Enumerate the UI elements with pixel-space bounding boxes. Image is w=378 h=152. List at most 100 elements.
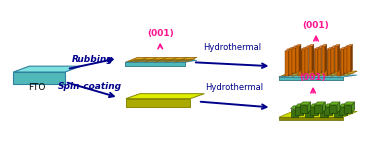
Polygon shape xyxy=(318,46,323,48)
Polygon shape xyxy=(327,49,329,76)
Polygon shape xyxy=(291,109,299,117)
Polygon shape xyxy=(310,107,318,115)
Bar xyxy=(328,49,331,75)
Polygon shape xyxy=(342,106,345,117)
Polygon shape xyxy=(329,102,340,105)
Polygon shape xyxy=(337,49,342,51)
Polygon shape xyxy=(314,105,322,113)
Text: Rubbing: Rubbing xyxy=(71,55,113,64)
Polygon shape xyxy=(310,104,321,107)
Polygon shape xyxy=(352,102,355,113)
Bar xyxy=(315,49,318,75)
Polygon shape xyxy=(351,44,353,72)
Polygon shape xyxy=(347,44,353,46)
Polygon shape xyxy=(279,75,357,77)
Bar xyxy=(331,48,334,73)
Polygon shape xyxy=(329,105,337,113)
Polygon shape xyxy=(344,105,352,113)
Polygon shape xyxy=(321,46,323,73)
Bar xyxy=(305,48,308,73)
Polygon shape xyxy=(295,107,303,115)
Bar xyxy=(347,46,351,72)
Polygon shape xyxy=(328,106,331,117)
Polygon shape xyxy=(314,49,316,76)
Polygon shape xyxy=(126,94,204,99)
Polygon shape xyxy=(339,107,347,115)
Polygon shape xyxy=(344,46,349,48)
Text: Hydrothermal: Hydrothermal xyxy=(203,43,261,52)
Polygon shape xyxy=(335,44,340,46)
Polygon shape xyxy=(300,105,308,113)
Polygon shape xyxy=(347,46,349,73)
Polygon shape xyxy=(335,109,342,117)
Polygon shape xyxy=(324,104,335,107)
Polygon shape xyxy=(305,106,316,109)
Bar xyxy=(311,51,314,76)
Polygon shape xyxy=(314,102,325,105)
Polygon shape xyxy=(318,47,320,75)
Polygon shape xyxy=(324,107,332,115)
Polygon shape xyxy=(308,102,311,113)
Polygon shape xyxy=(325,44,327,72)
Polygon shape xyxy=(296,44,301,46)
Bar xyxy=(285,51,289,76)
Polygon shape xyxy=(126,99,191,107)
Polygon shape xyxy=(125,62,185,66)
Text: (001): (001) xyxy=(147,29,174,38)
Bar xyxy=(324,51,327,76)
Polygon shape xyxy=(305,46,310,48)
Polygon shape xyxy=(279,111,357,117)
Polygon shape xyxy=(331,46,336,48)
Polygon shape xyxy=(302,47,307,49)
Polygon shape xyxy=(295,104,306,107)
Polygon shape xyxy=(13,72,65,84)
Polygon shape xyxy=(303,104,306,115)
Bar xyxy=(341,49,344,75)
Polygon shape xyxy=(299,106,301,117)
Text: Spin-coating: Spin-coating xyxy=(58,82,122,91)
Bar xyxy=(337,51,340,76)
Polygon shape xyxy=(337,102,340,113)
Polygon shape xyxy=(305,47,307,75)
Polygon shape xyxy=(298,49,304,51)
Polygon shape xyxy=(13,66,81,72)
Polygon shape xyxy=(344,102,355,105)
Polygon shape xyxy=(312,44,314,72)
Polygon shape xyxy=(291,106,301,109)
Bar xyxy=(309,46,312,72)
Polygon shape xyxy=(125,62,185,66)
Polygon shape xyxy=(334,46,336,73)
Polygon shape xyxy=(347,104,350,115)
Polygon shape xyxy=(322,44,327,46)
Polygon shape xyxy=(299,44,301,72)
Polygon shape xyxy=(341,47,346,49)
Polygon shape xyxy=(125,60,197,62)
Polygon shape xyxy=(313,106,316,117)
Polygon shape xyxy=(302,49,304,76)
Bar xyxy=(318,48,321,73)
Polygon shape xyxy=(308,46,310,73)
Polygon shape xyxy=(344,47,346,75)
Bar xyxy=(335,46,338,72)
Polygon shape xyxy=(320,106,331,109)
Polygon shape xyxy=(292,47,294,75)
Polygon shape xyxy=(285,49,291,51)
Polygon shape xyxy=(331,47,333,75)
Bar xyxy=(322,46,325,72)
Polygon shape xyxy=(320,109,328,117)
Polygon shape xyxy=(296,46,297,73)
Polygon shape xyxy=(340,49,342,76)
Polygon shape xyxy=(335,106,345,109)
Polygon shape xyxy=(311,49,316,51)
Polygon shape xyxy=(324,49,329,51)
Polygon shape xyxy=(338,44,340,72)
Text: (001): (001) xyxy=(303,21,330,30)
Bar xyxy=(344,48,347,73)
Polygon shape xyxy=(309,44,314,46)
Polygon shape xyxy=(125,57,197,62)
Polygon shape xyxy=(293,46,297,48)
Polygon shape xyxy=(332,104,335,115)
Bar xyxy=(302,49,305,75)
Polygon shape xyxy=(305,109,313,117)
Polygon shape xyxy=(279,77,343,80)
